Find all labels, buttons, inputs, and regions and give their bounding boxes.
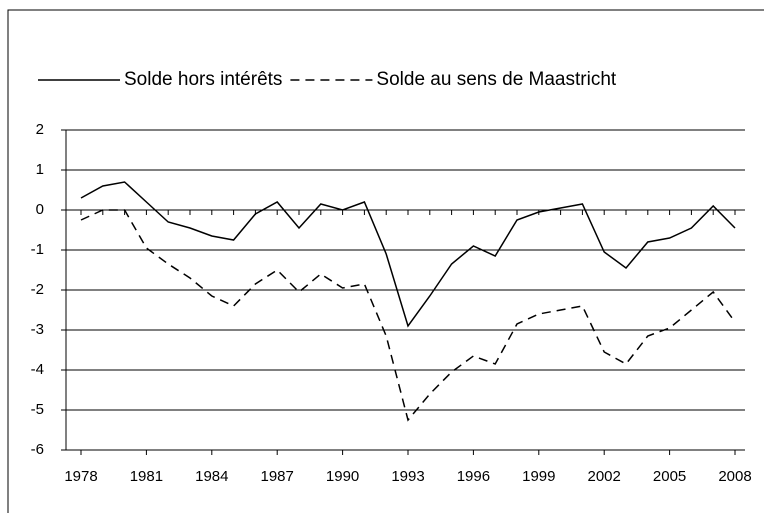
series-line [80, 181, 736, 328]
x-tick-label: 1996 [457, 468, 490, 485]
chart-frame [7, 9, 764, 513]
legend-label: Solde au sens de Maastricht [376, 69, 616, 90]
y-tick-label: -4 [31, 361, 44, 378]
y-tick-label: 2 [36, 121, 44, 138]
x-tick-label: 1978 [64, 468, 97, 485]
y-tick-label: 0 [36, 201, 44, 218]
x-tick-label: 1990 [326, 468, 359, 485]
x-tick-label: 1999 [522, 468, 555, 485]
y-tick-label: -6 [31, 441, 44, 458]
legend-label: Solde hors intérêts [124, 69, 282, 90]
y-tick-label: -3 [31, 321, 44, 338]
x-tick-label: 1993 [391, 468, 424, 485]
x-tick-label: 2002 [588, 468, 621, 485]
x-tick-label: 2005 [653, 468, 686, 485]
series-line [80, 209, 736, 422]
y-tick-label: 1 [36, 161, 44, 178]
x-tick-label: 1984 [195, 468, 228, 485]
y-tick-label: -2 [31, 281, 44, 298]
y-tick-label: -1 [31, 241, 44, 258]
x-tick-label: 2008 [718, 468, 751, 485]
x-tick-label: 1987 [261, 468, 294, 485]
x-tick-label: 1981 [130, 468, 163, 485]
y-tick-label: -5 [31, 401, 44, 418]
